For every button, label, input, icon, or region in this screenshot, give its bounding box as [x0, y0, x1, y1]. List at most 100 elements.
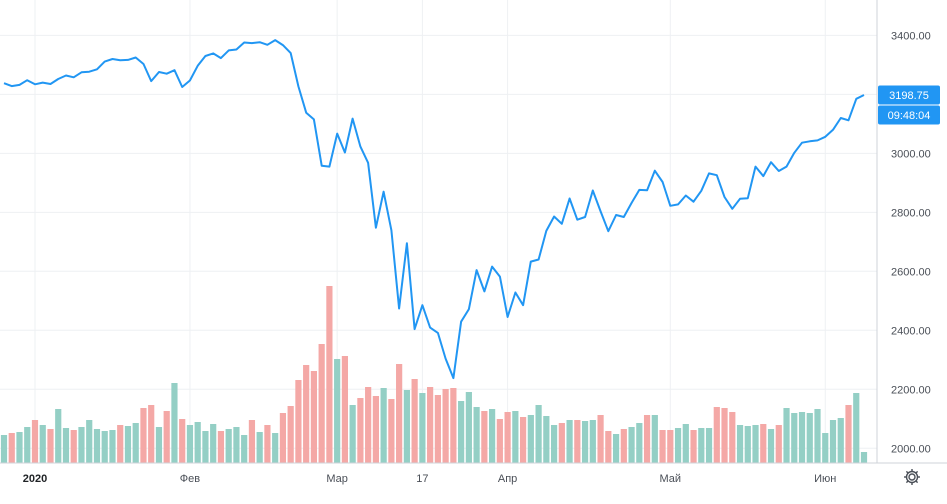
volume-bar	[148, 405, 155, 463]
volume-bar	[736, 425, 744, 463]
volume-bar	[55, 409, 62, 463]
volume-bar	[109, 430, 116, 463]
volume-bar	[628, 427, 635, 463]
volume-bar	[318, 344, 325, 463]
volume-bar	[8, 433, 15, 463]
x-tick-label: Мар	[326, 473, 348, 485]
volume-bar	[651, 415, 658, 463]
volume-bar	[396, 364, 403, 463]
volume-bar	[504, 412, 511, 463]
volume-bar	[775, 425, 782, 463]
volume-bar	[558, 423, 565, 463]
x-tick-label: Апр	[498, 473, 517, 485]
volume-bar	[403, 390, 410, 463]
volume-bar	[186, 425, 194, 463]
y-tick-label: 2800.00	[891, 207, 931, 219]
y-tick-label: 2000.00	[891, 443, 931, 455]
volume-bar	[845, 405, 852, 463]
y-tick-label: 2400.00	[891, 325, 931, 337]
volume-bar	[171, 383, 178, 463]
x-tick-label: Июн	[814, 473, 836, 485]
volume-bar	[659, 430, 666, 463]
volume-bar	[837, 418, 844, 463]
price-axis[interactable]: 2000.00 2200.00 2400.00 2600.00 2800.00 3000.…	[891, 0, 931, 455]
volume-bar	[450, 388, 457, 463]
volume-bar	[0, 435, 8, 463]
volume-bar	[163, 411, 170, 463]
volume-bar	[822, 433, 829, 463]
volume-bar	[248, 420, 256, 463]
time-label: 09:48:04	[888, 110, 931, 122]
volume-bar	[597, 415, 604, 463]
volume-bar	[349, 405, 356, 463]
volume-bar	[752, 425, 759, 463]
volume-bar	[411, 379, 418, 463]
volume-bar	[705, 428, 713, 463]
volume-bar	[744, 426, 751, 463]
volume-bar	[527, 415, 534, 463]
volume-bar	[179, 419, 186, 463]
x-tick-label: Фев	[180, 473, 200, 485]
volume-bar	[690, 430, 697, 463]
y-tick-label: 2600.00	[891, 266, 931, 278]
volume-bar	[341, 356, 348, 463]
volume-bar	[605, 431, 612, 463]
settings-gear-icon[interactable]	[904, 469, 920, 485]
volume-bar	[713, 407, 720, 463]
volume-bar	[117, 425, 124, 463]
volume-bar	[256, 432, 263, 463]
volume-bar	[194, 422, 201, 463]
volume-bar	[272, 433, 279, 463]
volume-bar	[721, 408, 728, 463]
volume-bar	[93, 429, 101, 463]
volume-bar	[682, 424, 689, 463]
volume-bar	[365, 387, 372, 463]
gridlines	[0, 0, 877, 463]
volume-bar	[760, 424, 767, 463]
volume-bar	[667, 430, 674, 463]
volume-bar	[70, 430, 77, 463]
volume-bar	[101, 431, 108, 463]
time-box	[878, 105, 940, 125]
volume-bar	[581, 421, 589, 463]
last-price-marker: 3198.75 09:48:04	[878, 85, 940, 125]
volume-bar	[535, 405, 542, 463]
price-series-line	[3, 39, 865, 380]
volume-bar	[783, 408, 790, 463]
volume-bar	[132, 423, 139, 463]
volume-bar	[543, 416, 550, 463]
volume-bar	[860, 452, 868, 463]
volume-bar	[241, 435, 248, 463]
volume-bar	[217, 431, 225, 463]
volume-bar	[853, 393, 860, 463]
volume-bar	[357, 398, 364, 463]
volume-bar	[62, 428, 70, 463]
volume-bar	[295, 380, 302, 463]
time-axis[interactable]: 2020 Фев Мар 17 Апр Май Июн	[23, 473, 837, 485]
volume-bar	[388, 399, 395, 463]
volume-bar	[806, 413, 813, 463]
volume-bar	[233, 427, 240, 463]
volume-bar	[427, 387, 434, 463]
volume-bar	[380, 388, 387, 463]
volume-bar	[729, 412, 736, 463]
volume-bar	[636, 423, 643, 463]
volume-bar	[124, 426, 132, 463]
volume-bar	[791, 413, 798, 463]
volume-bar	[326, 286, 333, 463]
volume-bar	[31, 420, 39, 463]
volume-bar	[698, 428, 705, 463]
volume-bar	[372, 396, 379, 463]
volume-bar	[155, 427, 163, 463]
volume-bar	[643, 415, 651, 463]
volume-bar	[512, 411, 519, 463]
x-tick-label: 2020	[23, 473, 47, 485]
volume-bar	[434, 395, 441, 463]
x-tick-label: Май	[660, 473, 682, 485]
volume-bar	[489, 409, 496, 463]
volume-bar	[465, 392, 472, 463]
volume-bar	[589, 420, 596, 463]
volume-bar	[287, 406, 294, 463]
volume-bars	[0, 286, 868, 463]
